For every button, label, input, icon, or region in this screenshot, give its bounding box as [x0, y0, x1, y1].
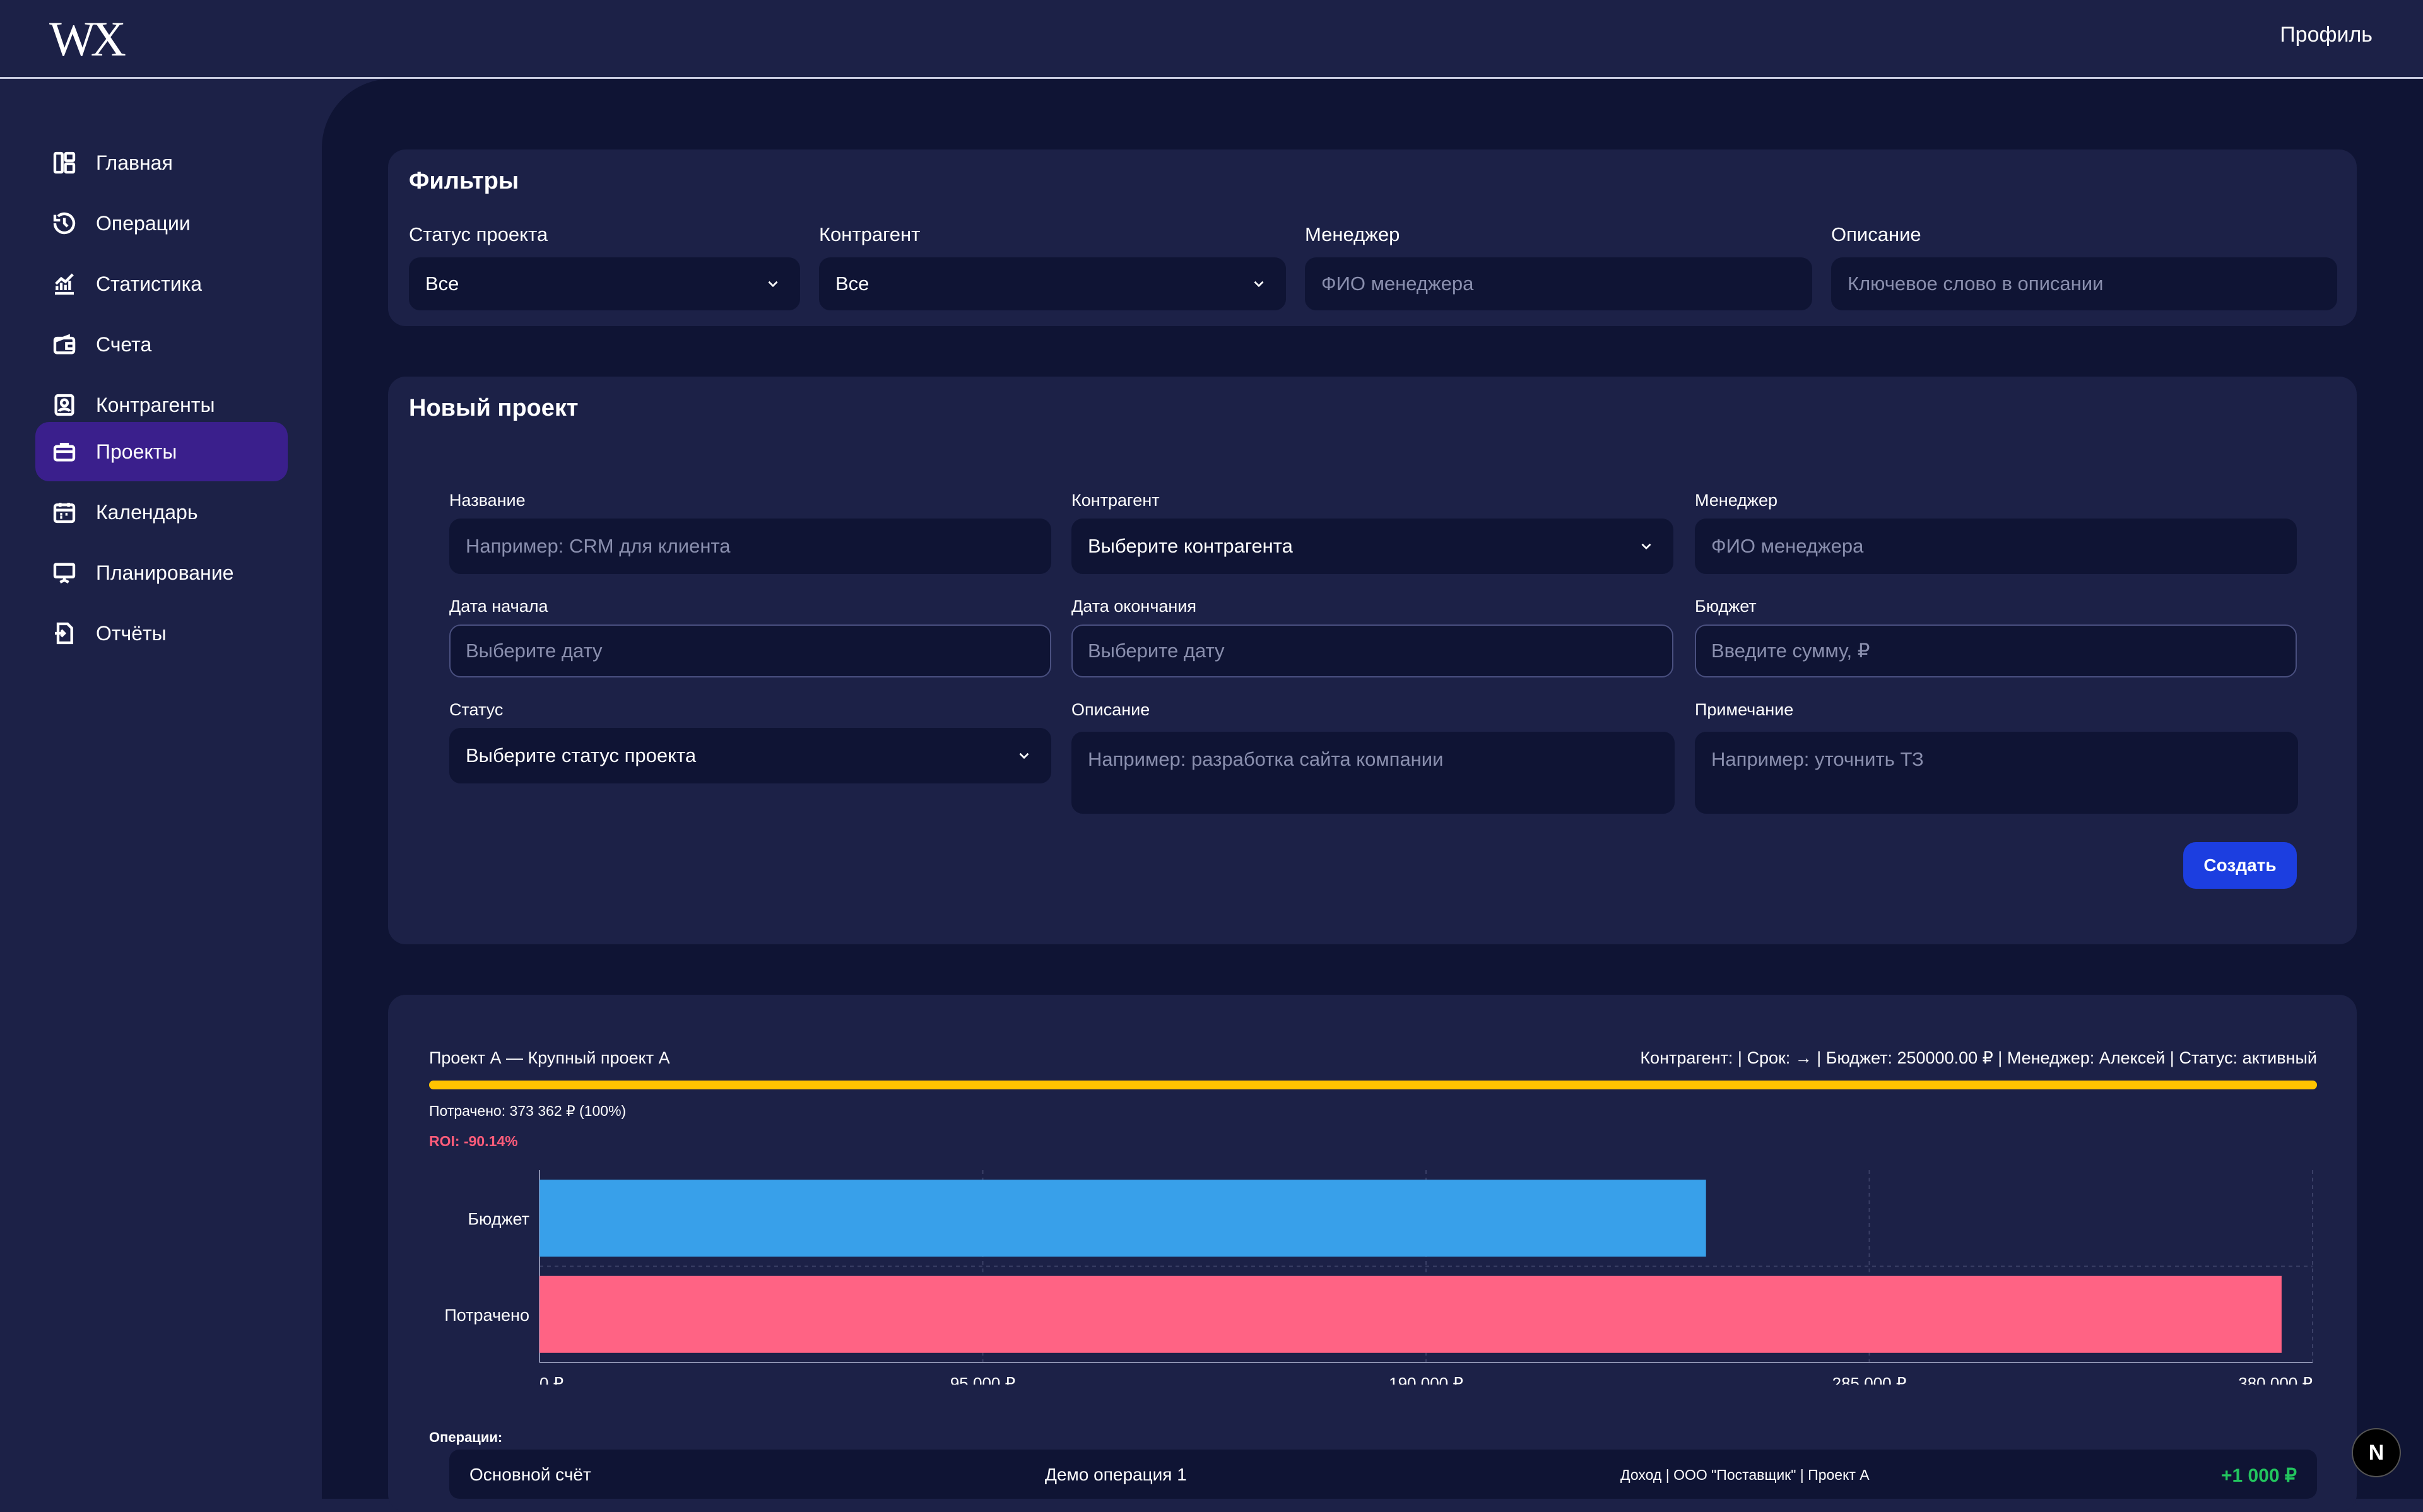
x-tick-label: 380 000 ₽ — [2238, 1374, 2313, 1385]
sidebar-item-label: Проекты — [96, 440, 177, 463]
chevron-down-icon — [1254, 281, 1264, 288]
sidebar: Главная Операции Статистика Счета Контра… — [0, 79, 322, 1499]
project-roi: ROI: -90.14% — [429, 1133, 518, 1149]
operation-name: Демо операция 1 — [1045, 1465, 1187, 1484]
sidebar-item-home[interactable]: Главная — [35, 133, 288, 192]
status-filter-value: Все — [425, 273, 459, 295]
chevron-down-icon — [768, 281, 778, 288]
project-progress-bar — [429, 1081, 2317, 1089]
history-icon — [50, 209, 78, 237]
chevron-down-icon — [1019, 753, 1029, 759]
sidebar-item-operations[interactable]: Операции — [35, 194, 288, 253]
manager-filter-label: Менеджер — [1305, 223, 1400, 245]
sidebar-item-planning[interactable]: Планирование — [35, 543, 288, 602]
manager-filter-input[interactable]: ФИО менеджера — [1305, 257, 1812, 310]
sidebar-item-projects[interactable]: Проекты — [35, 422, 288, 481]
sidebar-item-label: Главная — [96, 151, 173, 174]
contractor-filter-label: Контрагент — [819, 223, 921, 245]
x-tick-label: 285 000 ₽ — [1832, 1374, 1907, 1385]
sidebar-item-label: Статистика — [96, 272, 203, 295]
manager-input[interactable]: ФИО менеджера — [1695, 519, 2297, 574]
logo[interactable]: WX — [49, 11, 126, 66]
x-tick-label: 190 000 ₽ — [1389, 1374, 1463, 1385]
status-filter-select[interactable]: Все — [409, 257, 800, 310]
status-select-value: Выберите статус проекта — [466, 744, 697, 766]
end-date-label: Дата окончания — [1071, 597, 1197, 616]
sidebar-item-label: Календарь — [96, 500, 198, 524]
description-filter-label: Описание — [1831, 223, 1921, 245]
status-filter-label: Статус проекта — [409, 223, 548, 245]
sidebar-item-contractors[interactable]: Контрагенты — [35, 375, 288, 435]
sidebar-item-statistics[interactable]: Статистика — [35, 254, 288, 314]
sidebar-item-reports[interactable]: Отчёты — [35, 604, 288, 663]
start-date-label: Дата начала — [449, 597, 548, 616]
contractor-filter-value: Все — [835, 273, 870, 295]
next-badge-button[interactable]: N — [2352, 1428, 2401, 1477]
manager-label: Менеджер — [1695, 491, 1777, 510]
operation-account: Основной счёт — [469, 1465, 591, 1484]
description-filter-input[interactable]: Ключевое слово в описании — [1831, 257, 2337, 310]
sidebar-item-accounts[interactable]: Счета — [35, 315, 288, 374]
start-date-input[interactable]: Выберите дату — [449, 624, 1051, 677]
sidebar-item-label: Планирование — [96, 561, 234, 584]
note-textarea[interactable]: Например: уточнить ТЗ — [1695, 732, 2298, 814]
operation-row[interactable]: Основной счёт Демо операция 1 Доход | ОО… — [449, 1450, 2317, 1499]
filters-title: Фильтры — [409, 168, 519, 194]
operation-amount: +1 000 ₽ — [2220, 1465, 2297, 1486]
project-spent: Потрачено: 373 362 ₽ (100%) — [429, 1103, 627, 1119]
sidebar-item-label: Контрагенты — [96, 393, 215, 416]
profile-link[interactable]: Профиль — [2280, 23, 2373, 47]
chart-icon — [50, 270, 78, 298]
x-tick-label: 0 ₽ — [539, 1374, 563, 1385]
status-select[interactable]: Выберите статус проекта — [449, 728, 1051, 783]
project-name: Проект А — Крупный проект А — [429, 1048, 670, 1067]
sidebar-item-label: Операции — [96, 211, 191, 235]
sidebar-item-label: Счета — [96, 332, 152, 356]
contractor-select[interactable]: Выберите контрагента — [1071, 519, 1673, 574]
budget-chart: 0 ₽ 95 000 ₽ 190 000 ₽ 285 000 ₽ 380 000 ₽ Бю… — [444, 1170, 2313, 1385]
contact-icon — [50, 391, 78, 419]
budget-label: Бюджет — [1695, 597, 1757, 616]
contractor-filter-select[interactable]: Все — [819, 257, 1286, 310]
contractor-select-value: Выберите контрагента — [1088, 535, 1293, 557]
sidebar-item-calendar[interactable]: Календарь — [35, 483, 288, 542]
bar-spent — [539, 1275, 2282, 1353]
description-textarea[interactable]: Например: разработка сайта компании — [1071, 732, 1675, 814]
report-icon — [50, 619, 78, 647]
end-date-input[interactable]: Выберите дату — [1071, 624, 1673, 677]
chevron-down-icon — [1641, 543, 1651, 550]
briefcase-icon — [50, 438, 78, 466]
bar-budget — [539, 1180, 1706, 1257]
budget-input[interactable]: Введите сумму, ₽ — [1695, 624, 2297, 677]
y-category-label: Потрачено — [444, 1306, 529, 1325]
wallet-icon — [50, 331, 78, 358]
project-name-input[interactable]: Например: CRM для клиента — [449, 519, 1051, 574]
y-category-label: Бюджет — [468, 1209, 529, 1228]
calendar-icon — [50, 498, 78, 526]
status-label: Статус — [449, 700, 504, 719]
project-meta: Контрагент: | Срок: → | Бюджет: 250000.0… — [1640, 1048, 2317, 1067]
operations-title: Операции: — [429, 1429, 503, 1445]
description-label: Описание — [1071, 700, 1150, 719]
presentation-icon — [50, 559, 78, 587]
new-project-title: Новый проект — [409, 395, 579, 421]
contractor-label: Контрагент — [1071, 491, 1160, 510]
sidebar-item-label: Отчёты — [96, 621, 167, 645]
x-tick-label: 95 000 ₽ — [950, 1374, 1015, 1385]
operation-details: Доход | ООО "Поставщик" | Проект А — [1620, 1467, 1870, 1483]
dashboard-icon — [50, 149, 78, 177]
note-label: Примечание — [1695, 700, 1794, 719]
top-bar: WX Профиль — [0, 0, 2423, 79]
create-button[interactable]: Создать — [2183, 842, 2297, 889]
name-label: Название — [449, 491, 526, 510]
